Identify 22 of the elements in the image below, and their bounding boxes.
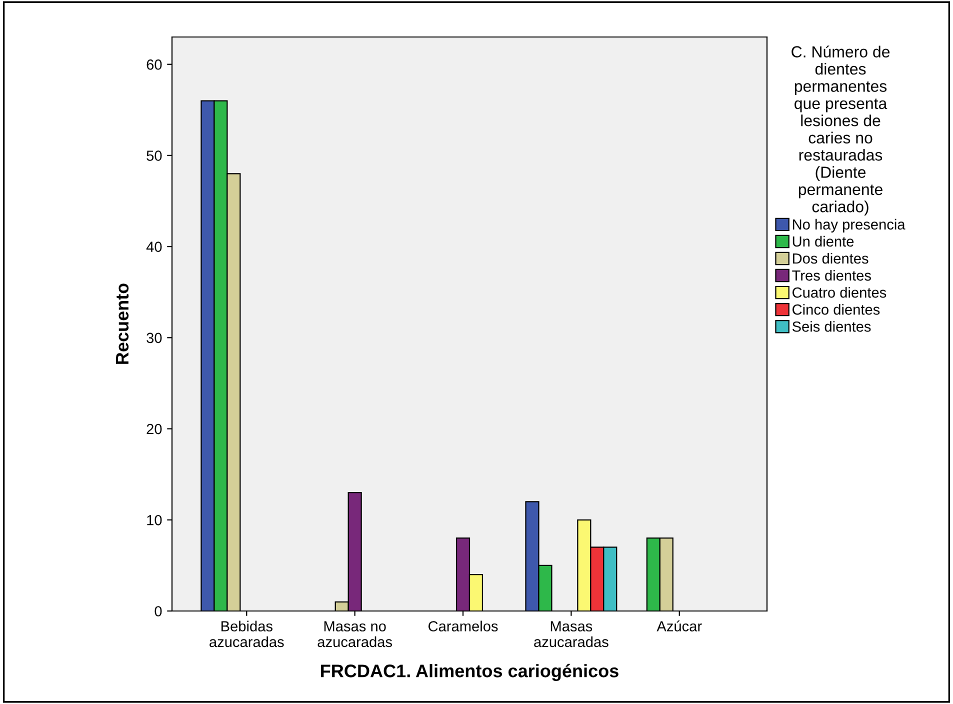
- y-tick-label: 0: [154, 606, 162, 616]
- text: C. Número de dientes permanentes que presenta lesiones de caries no restauradas (Diente permanente cariado): [792, 46, 890, 216]
- legend-label: Un diente: [792, 236, 854, 247]
- legend-label: Cinco dientes: [792, 304, 880, 315]
- x-tick-label: Masas no azucaradas: [318, 621, 392, 648]
- x-tick-label: Azúcar: [656, 620, 702, 632]
- legend-label: Tres dientes: [792, 270, 871, 281]
- legend-label: Seis dientes: [792, 321, 871, 332]
- legend-label: Dos dientes: [792, 252, 868, 264]
- y-tick-label: 30: [146, 332, 162, 344]
- y-tick-label: 40: [146, 242, 162, 252]
- x-tick-label: Caramelos: [428, 620, 498, 632]
- x-tick-label: Bebidas azucaradas: [210, 620, 284, 648]
- x-tick-label: Masas azucaradas: [534, 621, 608, 648]
- y-tick-label: 50: [146, 150, 162, 161]
- y-tick-label: 10: [147, 514, 162, 526]
- x-axis-title: FRCDAC1. Alimentos cariogénicos: [321, 664, 618, 681]
- y-tick-label: 60: [146, 59, 162, 70]
- legend-label: No hay presencia: [792, 218, 906, 232]
- legend-label: Cuatro dientes: [792, 287, 886, 298]
- y-axis-title: Recuento: [116, 284, 129, 364]
- y-tick-label: 20: [146, 424, 162, 434]
